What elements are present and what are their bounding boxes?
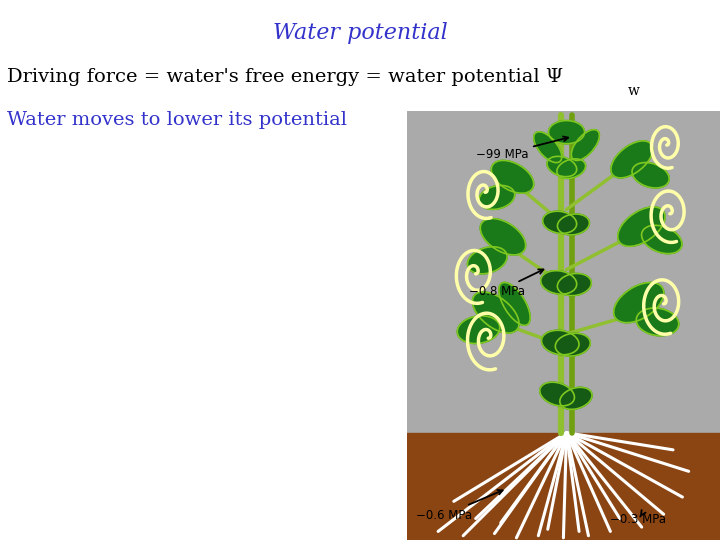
Text: −99 MPa: −99 MPa — [476, 137, 568, 161]
Ellipse shape — [472, 292, 519, 333]
Ellipse shape — [534, 132, 562, 163]
Ellipse shape — [632, 163, 669, 188]
Text: −0.8 MPa: −0.8 MPa — [469, 269, 544, 298]
Ellipse shape — [560, 387, 592, 409]
Ellipse shape — [541, 330, 579, 355]
Ellipse shape — [491, 160, 534, 193]
Ellipse shape — [613, 282, 664, 323]
Ellipse shape — [611, 141, 653, 178]
Text: −0.6 MPa: −0.6 MPa — [416, 490, 503, 522]
Ellipse shape — [541, 271, 577, 294]
Text: Water potential: Water potential — [273, 22, 447, 44]
Text: −0.3 MPa: −0.3 MPa — [611, 510, 667, 526]
Ellipse shape — [467, 247, 507, 274]
Text: Water moves to lower its potential: Water moves to lower its potential — [7, 111, 347, 129]
Ellipse shape — [540, 382, 575, 406]
Ellipse shape — [557, 214, 590, 235]
Ellipse shape — [547, 157, 577, 177]
Ellipse shape — [571, 130, 599, 160]
Ellipse shape — [499, 282, 530, 325]
Ellipse shape — [557, 159, 585, 179]
Ellipse shape — [555, 333, 590, 356]
Ellipse shape — [557, 273, 591, 296]
Bar — [407, 111, 720, 433]
Ellipse shape — [642, 225, 682, 254]
Text: Driving force = water's free energy = water potential Ψ: Driving force = water's free energy = wa… — [7, 68, 563, 85]
Text: w: w — [628, 84, 639, 98]
Ellipse shape — [636, 308, 679, 336]
Bar — [407, 433, 720, 540]
Ellipse shape — [618, 207, 665, 246]
Ellipse shape — [549, 120, 585, 144]
Ellipse shape — [543, 211, 577, 233]
Ellipse shape — [479, 185, 515, 210]
Ellipse shape — [480, 219, 526, 255]
Ellipse shape — [457, 316, 500, 343]
